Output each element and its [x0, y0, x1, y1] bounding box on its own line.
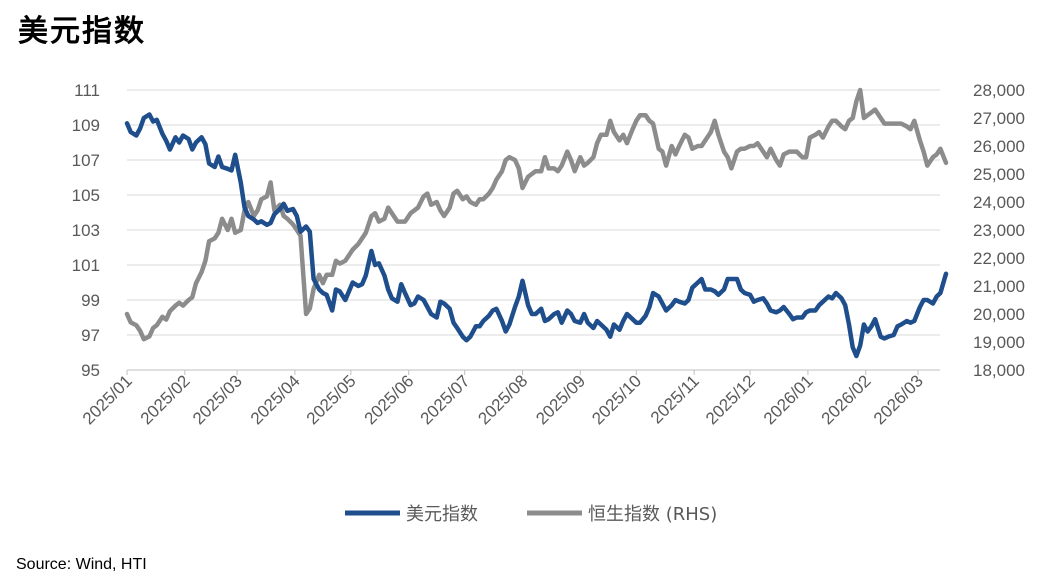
- source-note: Source: Wind, HTI: [16, 556, 147, 573]
- left-tick-label: 97: [81, 326, 100, 345]
- right-axis-ticks: 18,000 19,000 20,000 21,000 22,000 23,000 24,0…: [973, 81, 1025, 380]
- dual-axis-line-chart: 95 97 99 101 103 105 107 109 111 18,000 19,000 20,…: [72, 81, 1025, 525]
- usd-index-line: [124, 112, 949, 359]
- x-tick-label: 2025/12: [702, 371, 759, 428]
- x-tick-label: 2025/11: [647, 371, 703, 427]
- left-tick-label: 95: [81, 361, 100, 380]
- right-tick-label: 18,000: [973, 361, 1025, 380]
- right-tick-label: 21,000: [973, 277, 1025, 296]
- x-tick-label: 2025/10: [588, 371, 645, 428]
- legend: 美元指数 恒生指数 (RHS): [345, 504, 717, 525]
- right-tick-label: 24,000: [973, 193, 1025, 212]
- left-tick-label: 101: [72, 256, 100, 275]
- x-tick-label: 2026/02: [818, 371, 875, 428]
- legend-label-usd: 美元指数: [406, 504, 478, 525]
- left-axis-ticks: 95 97 99 101 103 105 107 109 111: [72, 81, 100, 380]
- x-tick-label: 2025/04: [247, 371, 304, 428]
- right-tick-label: 27,000: [973, 109, 1025, 128]
- right-tick-label: 26,000: [973, 137, 1025, 156]
- x-tick-label: 2026/03: [870, 371, 927, 428]
- right-tick-label: 19,000: [973, 333, 1025, 352]
- right-tick-label: 22,000: [973, 249, 1025, 268]
- x-tick-label: 2025/02: [137, 371, 194, 428]
- right-tick-label: 25,000: [973, 165, 1025, 184]
- x-tick-label: 2025/06: [361, 371, 418, 428]
- x-tick-label: 2025/07: [417, 371, 474, 428]
- x-tick-label: 2025/09: [532, 371, 589, 428]
- legend-label-hsi: 恒生指数 (RHS): [588, 504, 717, 525]
- hsi-line: [124, 87, 949, 342]
- x-tick-label: 2025/08: [474, 371, 531, 428]
- left-tick-label: 103: [72, 221, 100, 240]
- left-tick-label: 111: [74, 81, 100, 100]
- series-lines: [124, 87, 949, 359]
- x-tick-label: 2025/05: [303, 371, 360, 428]
- right-tick-label: 20,000: [973, 305, 1025, 324]
- x-tick-label: 2025/03: [189, 371, 246, 428]
- left-tick-label: 109: [72, 116, 100, 135]
- x-tick-label: 2026/01: [760, 371, 817, 428]
- gridlines: [127, 89, 940, 371]
- right-tick-label: 23,000: [973, 221, 1025, 240]
- right-tick-label: 28,000: [973, 81, 1025, 100]
- left-tick-label: 99: [81, 291, 100, 310]
- left-tick-label: 107: [72, 151, 100, 170]
- left-tick-label: 105: [72, 186, 100, 205]
- page-title: 美元指数: [18, 14, 146, 49]
